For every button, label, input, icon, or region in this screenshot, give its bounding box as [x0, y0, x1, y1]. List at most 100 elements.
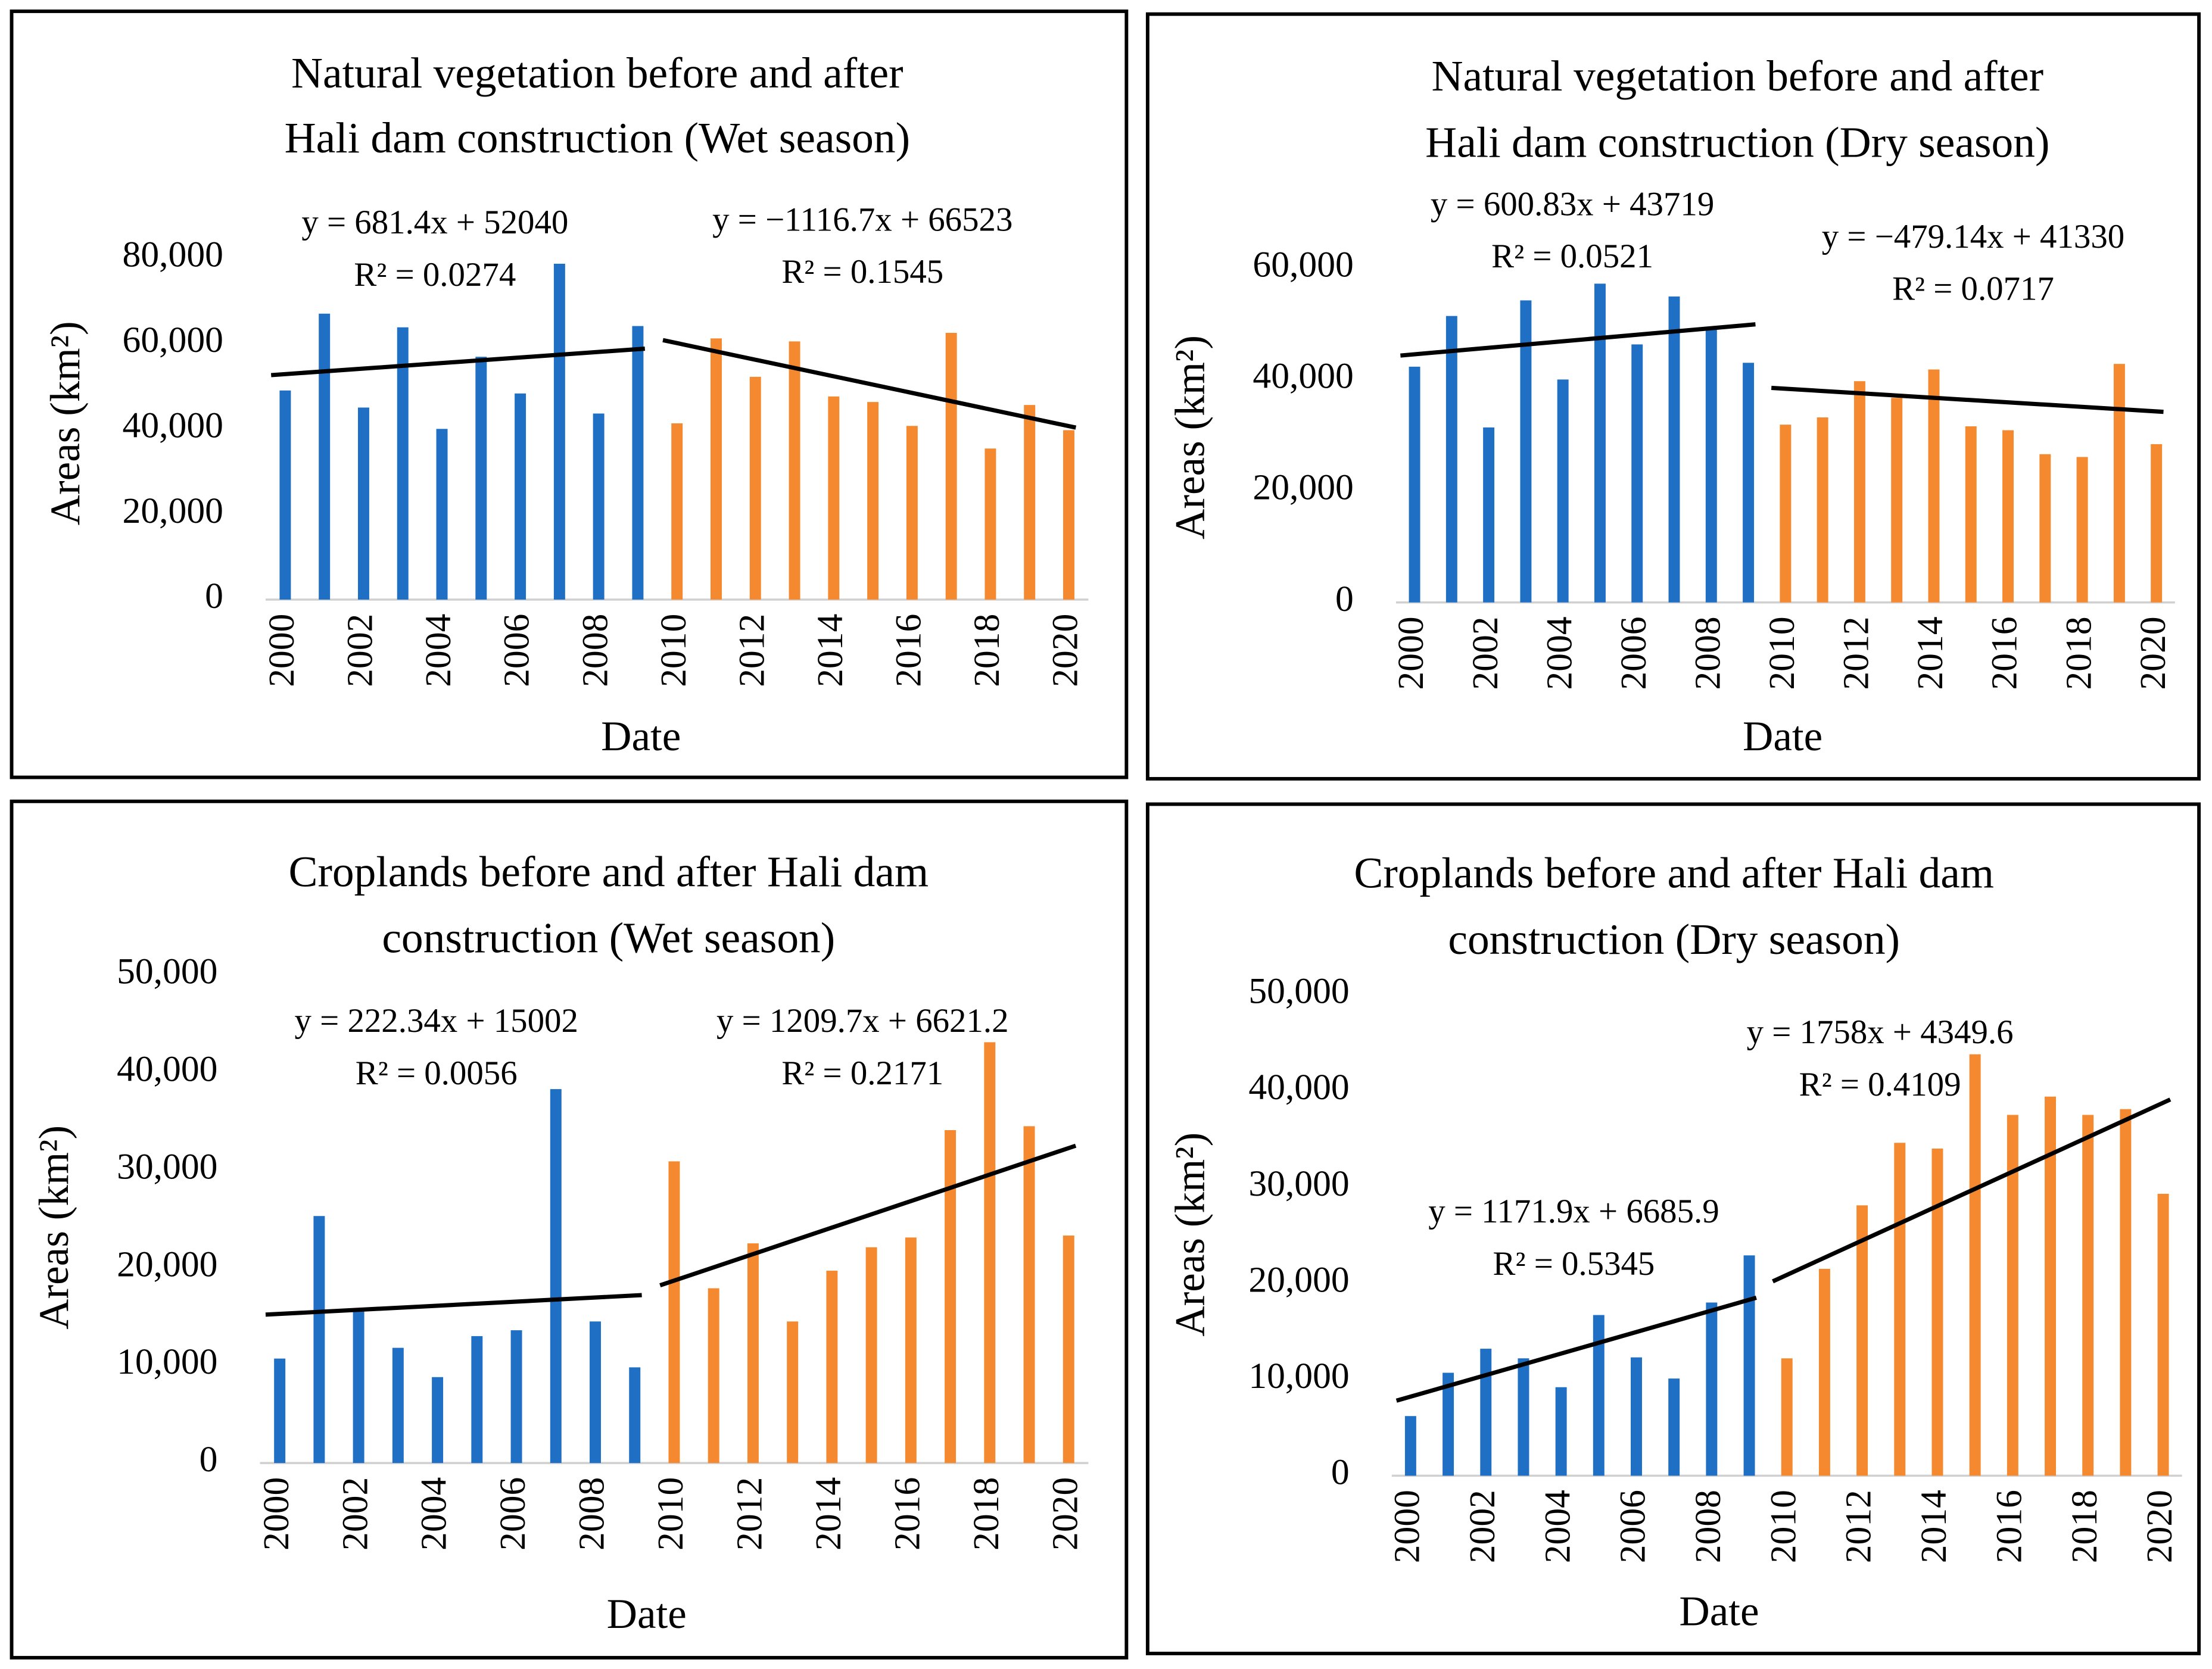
bar — [590, 1321, 601, 1464]
trend-equation: y = 1758x + 4349.6 — [1747, 1013, 2014, 1051]
bar — [313, 1216, 325, 1464]
trend-equation: y = 681.4x + 52040 — [301, 204, 568, 241]
y-tick-label: 0 — [200, 1439, 218, 1480]
y-axis-title: Areas (km²) — [42, 321, 89, 525]
bar — [906, 426, 918, 600]
bar — [1818, 1268, 1830, 1476]
trendline — [1395, 1296, 1757, 1403]
chart-title: construction (Wet season) — [382, 914, 835, 962]
bar — [553, 263, 565, 600]
bar — [905, 1237, 917, 1464]
bar — [1480, 1349, 1492, 1476]
trend-equation: y = 600.83x + 43719 — [1431, 185, 1714, 223]
x-tick-label: 2010 — [1762, 616, 1802, 690]
bar — [2039, 454, 2051, 603]
bar — [2076, 457, 2088, 603]
bar — [945, 1130, 957, 1464]
x-tick-label: 2016 — [887, 1477, 927, 1551]
x-tick-label: 2014 — [810, 614, 850, 687]
bar — [985, 448, 996, 600]
bar — [632, 326, 644, 600]
bar — [708, 1288, 719, 1464]
bar — [1631, 344, 1643, 603]
bar — [1063, 430, 1074, 600]
bar — [1594, 283, 1606, 603]
bar — [828, 396, 840, 600]
y-tick-label: 80,000 — [123, 235, 223, 275]
bar — [1557, 379, 1569, 603]
bar — [432, 1377, 444, 1464]
bar — [865, 1247, 877, 1464]
bar — [787, 1321, 799, 1464]
bar — [550, 1089, 562, 1464]
bar — [711, 338, 722, 600]
bar — [471, 1336, 483, 1464]
bar — [1965, 426, 1977, 603]
chart-title: Croplands before and after Hali dam — [1354, 849, 1994, 897]
bar — [1891, 398, 1903, 603]
y-tick-label: 40,000 — [123, 405, 223, 445]
bar — [1856, 1205, 1868, 1476]
trend-equation: y = −479.14x + 41330 — [1822, 218, 2124, 255]
bar — [2113, 364, 2125, 603]
x-tick-label: 2002 — [335, 1477, 375, 1551]
trendline — [1771, 385, 2164, 414]
bar — [593, 413, 605, 600]
bar — [1931, 1148, 1943, 1476]
panel-border — [1145, 12, 2201, 781]
x-tick-label: 2016 — [889, 614, 929, 687]
x-tick-label: 2014 — [1910, 616, 1951, 690]
y-tick-label: 60,000 — [123, 320, 223, 360]
bar — [1780, 425, 1792, 603]
x-tick-label: 2002 — [340, 614, 381, 687]
x-tick-label: 2000 — [256, 1477, 297, 1551]
bar — [510, 1330, 522, 1464]
bar — [1593, 1315, 1605, 1476]
y-tick-label: 20,000 — [1248, 1259, 1349, 1300]
y-axis-title: Areas (km²) — [1167, 335, 1213, 539]
x-tick-label: 2000 — [1387, 1490, 1428, 1563]
bar — [2002, 430, 2014, 603]
bar — [1668, 1378, 1680, 1476]
x-tick-label: 2008 — [1688, 1490, 1728, 1563]
panel-border — [10, 9, 1129, 779]
trendline — [1400, 322, 1756, 358]
bar — [319, 313, 331, 600]
trendline — [659, 1143, 1077, 1288]
x-tick-label: 2002 — [1465, 616, 1506, 690]
x-tick-label: 2004 — [414, 1477, 454, 1551]
trend-equation: y = 1209.7x + 6621.2 — [716, 1002, 1009, 1040]
y-tick-label: 50,000 — [117, 951, 217, 991]
bar — [475, 357, 487, 600]
x-tick-label: 2008 — [572, 1477, 612, 1551]
x-tick-label: 2018 — [967, 614, 1007, 687]
chart-title: Natural vegetation before and after — [1432, 52, 2044, 100]
bar — [1928, 369, 1940, 603]
trendline — [1772, 1097, 2172, 1284]
bar — [1520, 300, 1532, 603]
y-tick-label: 40,000 — [117, 1049, 217, 1089]
y-tick-label: 30,000 — [1248, 1163, 1349, 1204]
bar — [629, 1367, 641, 1464]
x-tick-label: 2004 — [1537, 1490, 1578, 1563]
trendline — [662, 338, 1077, 430]
trendline — [265, 1293, 642, 1317]
bar — [1743, 363, 1755, 603]
bar — [397, 327, 409, 600]
trend-r-squared: R² = 0.0521 — [1491, 238, 1653, 275]
bar — [1853, 381, 1865, 603]
x-tick-label: 2018 — [2064, 1490, 2105, 1563]
trend-equation: y = 1171.9x + 6685.9 — [1428, 1193, 1719, 1230]
bar — [789, 341, 800, 600]
bar — [826, 1271, 838, 1464]
x-tick-label: 2018 — [2058, 616, 2099, 690]
y-tick-label: 0 — [1335, 579, 1354, 619]
panel-border — [1145, 802, 2201, 1655]
trend-r-squared: R² = 0.0717 — [1892, 270, 2054, 308]
y-tick-label: 20,000 — [123, 491, 223, 531]
y-tick-label: 50,000 — [1248, 971, 1349, 1012]
bar — [1063, 1236, 1074, 1464]
x-tick-label: 2012 — [1836, 616, 1877, 690]
y-tick-label: 40,000 — [1248, 1067, 1349, 1108]
